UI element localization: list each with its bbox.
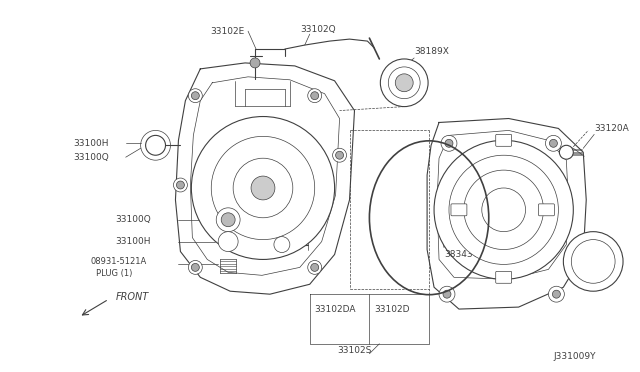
Text: 38189X: 38189X bbox=[414, 46, 449, 55]
Circle shape bbox=[274, 237, 290, 253]
Circle shape bbox=[191, 92, 199, 100]
Circle shape bbox=[216, 208, 240, 232]
Circle shape bbox=[445, 140, 453, 147]
Text: 33111: 33111 bbox=[594, 263, 623, 272]
Text: 33102S: 33102S bbox=[337, 346, 372, 355]
Circle shape bbox=[482, 188, 525, 232]
FancyBboxPatch shape bbox=[538, 204, 554, 216]
Circle shape bbox=[396, 74, 413, 92]
Text: 38343Y: 38343Y bbox=[444, 250, 478, 259]
Text: 08931-5121A: 08931-5121A bbox=[91, 257, 147, 266]
Circle shape bbox=[308, 89, 322, 103]
Text: 33120A: 33120A bbox=[594, 124, 629, 133]
Circle shape bbox=[449, 155, 558, 264]
Circle shape bbox=[335, 151, 344, 159]
Circle shape bbox=[552, 290, 561, 298]
Circle shape bbox=[146, 135, 166, 155]
Circle shape bbox=[250, 58, 260, 68]
Text: J331009Y: J331009Y bbox=[554, 352, 596, 361]
Circle shape bbox=[188, 260, 202, 274]
Text: 33100Q: 33100Q bbox=[116, 215, 152, 224]
Text: FRONT: FRONT bbox=[116, 292, 149, 302]
Text: 33100Q: 33100Q bbox=[73, 153, 109, 162]
Circle shape bbox=[188, 89, 202, 103]
Text: 33102DA: 33102DA bbox=[315, 305, 356, 314]
Circle shape bbox=[441, 135, 457, 151]
Circle shape bbox=[549, 140, 557, 147]
Polygon shape bbox=[175, 63, 355, 294]
Circle shape bbox=[233, 158, 293, 218]
Circle shape bbox=[439, 286, 455, 302]
Circle shape bbox=[333, 148, 346, 162]
Circle shape bbox=[464, 170, 543, 250]
Circle shape bbox=[173, 178, 188, 192]
Circle shape bbox=[308, 260, 322, 274]
Circle shape bbox=[388, 67, 420, 99]
Text: 33100H: 33100H bbox=[73, 139, 109, 148]
Circle shape bbox=[251, 176, 275, 200]
Circle shape bbox=[221, 213, 235, 227]
Circle shape bbox=[548, 286, 564, 302]
Circle shape bbox=[191, 116, 335, 259]
Circle shape bbox=[443, 290, 451, 298]
Polygon shape bbox=[437, 131, 568, 279]
Circle shape bbox=[545, 135, 561, 151]
Circle shape bbox=[311, 263, 319, 271]
Text: 33102D: 33102D bbox=[374, 305, 410, 314]
Text: 33100H: 33100H bbox=[116, 237, 151, 246]
Circle shape bbox=[563, 232, 623, 291]
Circle shape bbox=[434, 140, 573, 279]
Circle shape bbox=[177, 181, 184, 189]
Polygon shape bbox=[190, 77, 340, 275]
Circle shape bbox=[211, 137, 315, 240]
Circle shape bbox=[191, 263, 199, 271]
Text: 33102E: 33102E bbox=[211, 27, 244, 36]
Circle shape bbox=[380, 59, 428, 107]
FancyBboxPatch shape bbox=[496, 134, 511, 146]
Text: 33102Q: 33102Q bbox=[300, 25, 335, 34]
Polygon shape bbox=[427, 119, 586, 309]
Circle shape bbox=[559, 145, 573, 159]
FancyBboxPatch shape bbox=[496, 271, 511, 283]
Circle shape bbox=[218, 232, 238, 251]
Circle shape bbox=[572, 240, 615, 283]
Text: PLUG (1): PLUG (1) bbox=[96, 269, 132, 278]
FancyBboxPatch shape bbox=[451, 204, 467, 216]
Circle shape bbox=[311, 92, 319, 100]
